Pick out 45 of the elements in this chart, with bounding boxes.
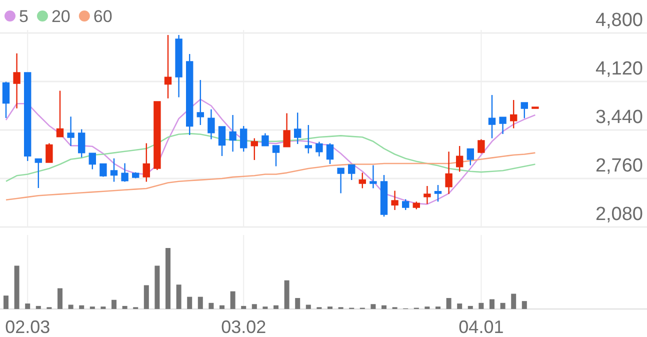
bar xyxy=(14,266,20,309)
bar xyxy=(241,306,246,309)
legend-label: 60 xyxy=(93,7,112,26)
y-tick-label: 2,080 xyxy=(595,204,643,225)
bar xyxy=(230,291,236,309)
bar xyxy=(478,302,484,309)
bar xyxy=(176,284,182,309)
bar xyxy=(457,304,462,309)
bar xyxy=(511,294,516,309)
x-tick-label: 02.03 xyxy=(5,317,50,337)
bar xyxy=(154,266,160,309)
y-tick-label: 2,760 xyxy=(595,156,643,176)
bar xyxy=(490,299,494,309)
bar xyxy=(166,248,170,309)
bar xyxy=(522,301,527,309)
bar xyxy=(468,306,473,309)
x-tick-label: 04.01 xyxy=(458,317,504,337)
bar xyxy=(208,302,214,309)
y-tick-label: 4,120 xyxy=(595,58,643,80)
bar xyxy=(68,304,74,309)
bar xyxy=(220,305,224,309)
bar xyxy=(274,305,278,309)
bar xyxy=(36,306,41,309)
legend-label: 5 xyxy=(19,7,28,26)
bar xyxy=(500,302,506,309)
bar xyxy=(252,304,257,309)
bar xyxy=(198,296,203,309)
bar xyxy=(25,304,30,309)
y-tick-label: 4,800 xyxy=(595,10,643,31)
bar xyxy=(370,304,376,309)
bar xyxy=(112,300,116,309)
bar xyxy=(295,298,300,309)
bar xyxy=(187,296,192,309)
bar xyxy=(382,305,386,309)
bar xyxy=(122,306,128,309)
bar xyxy=(58,288,62,309)
x-tick-label: 03.02 xyxy=(221,317,266,337)
bar xyxy=(144,285,149,309)
bar xyxy=(284,280,290,309)
bar xyxy=(4,296,8,309)
bar xyxy=(79,305,84,309)
bar xyxy=(306,304,311,309)
bar xyxy=(446,298,452,309)
legend-label: 20 xyxy=(51,7,70,26)
y-tick-label: 3,440 xyxy=(595,107,643,128)
